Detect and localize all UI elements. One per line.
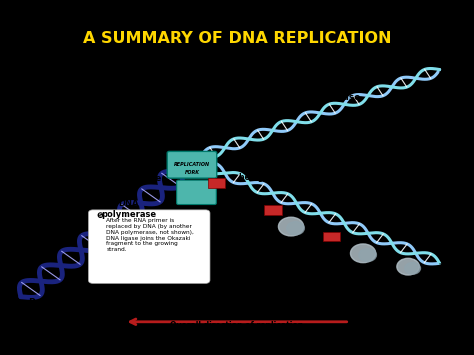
Text: DNA polymerase: DNA polymerase <box>276 93 360 102</box>
Text: 5': 5' <box>13 281 18 286</box>
Circle shape <box>397 258 419 275</box>
Circle shape <box>405 262 420 274</box>
Circle shape <box>350 244 376 263</box>
Text: The leading strand is
synthesized continuously
in the 5’ —→ 3’ direction by
DNA : The leading strand is synthesized contin… <box>266 57 347 79</box>
Text: Helicases unwind the
parental double helix.: Helicases unwind the parental double hel… <box>27 118 92 129</box>
Text: RNA primer: RNA primer <box>248 148 298 157</box>
Text: Parental DNA: Parental DNA <box>29 298 98 307</box>
Text: A SUMMARY OF DNA REPLICATION: A SUMMARY OF DNA REPLICATION <box>83 31 391 46</box>
Text: 3': 3' <box>439 253 445 258</box>
FancyBboxPatch shape <box>88 210 210 283</box>
Text: 5': 5' <box>439 71 445 76</box>
Text: Single-strand binding
proteins stabilize the
unwound parental DNA.: Single-strand binding proteins stabilize… <box>131 60 201 76</box>
Text: Primase: Primase <box>123 174 162 184</box>
Text: 3': 3' <box>439 60 445 66</box>
Circle shape <box>359 248 376 262</box>
Text: 5': 5' <box>439 263 445 268</box>
FancyBboxPatch shape <box>208 179 225 188</box>
Text: Okazaki fragment
being made: Okazaki fragment being made <box>226 162 302 182</box>
Text: Overall direction of replication: Overall direction of replication <box>170 322 304 331</box>
Text: REPLICATION: REPLICATION <box>174 162 210 167</box>
Text: ❸: ❸ <box>256 61 263 70</box>
FancyBboxPatch shape <box>177 180 216 204</box>
Text: DNA ligase: DNA ligase <box>344 278 400 287</box>
Text: FORK: FORK <box>184 170 200 175</box>
Text: ❹: ❹ <box>344 128 351 137</box>
Text: ❷: ❷ <box>121 61 128 70</box>
Circle shape <box>287 222 304 235</box>
Text: 3': 3' <box>12 298 18 303</box>
Circle shape <box>278 217 304 236</box>
Text: The lagging strand is
synthesized discontinuously.
Primase synthesizes a short
R: The lagging strand is synthesized discon… <box>354 118 443 152</box>
Text: ❺: ❺ <box>96 211 103 220</box>
Text: ❶: ❶ <box>14 116 21 125</box>
FancyBboxPatch shape <box>167 151 217 178</box>
Text: DNA
polymerase: DNA polymerase <box>101 199 156 219</box>
FancyBboxPatch shape <box>264 205 282 214</box>
Text: After the RNA primer is
replaced by DNA (by another
DNA polymerase, not shown),
: After the RNA primer is replaced by DNA … <box>106 218 194 252</box>
FancyBboxPatch shape <box>323 232 340 241</box>
